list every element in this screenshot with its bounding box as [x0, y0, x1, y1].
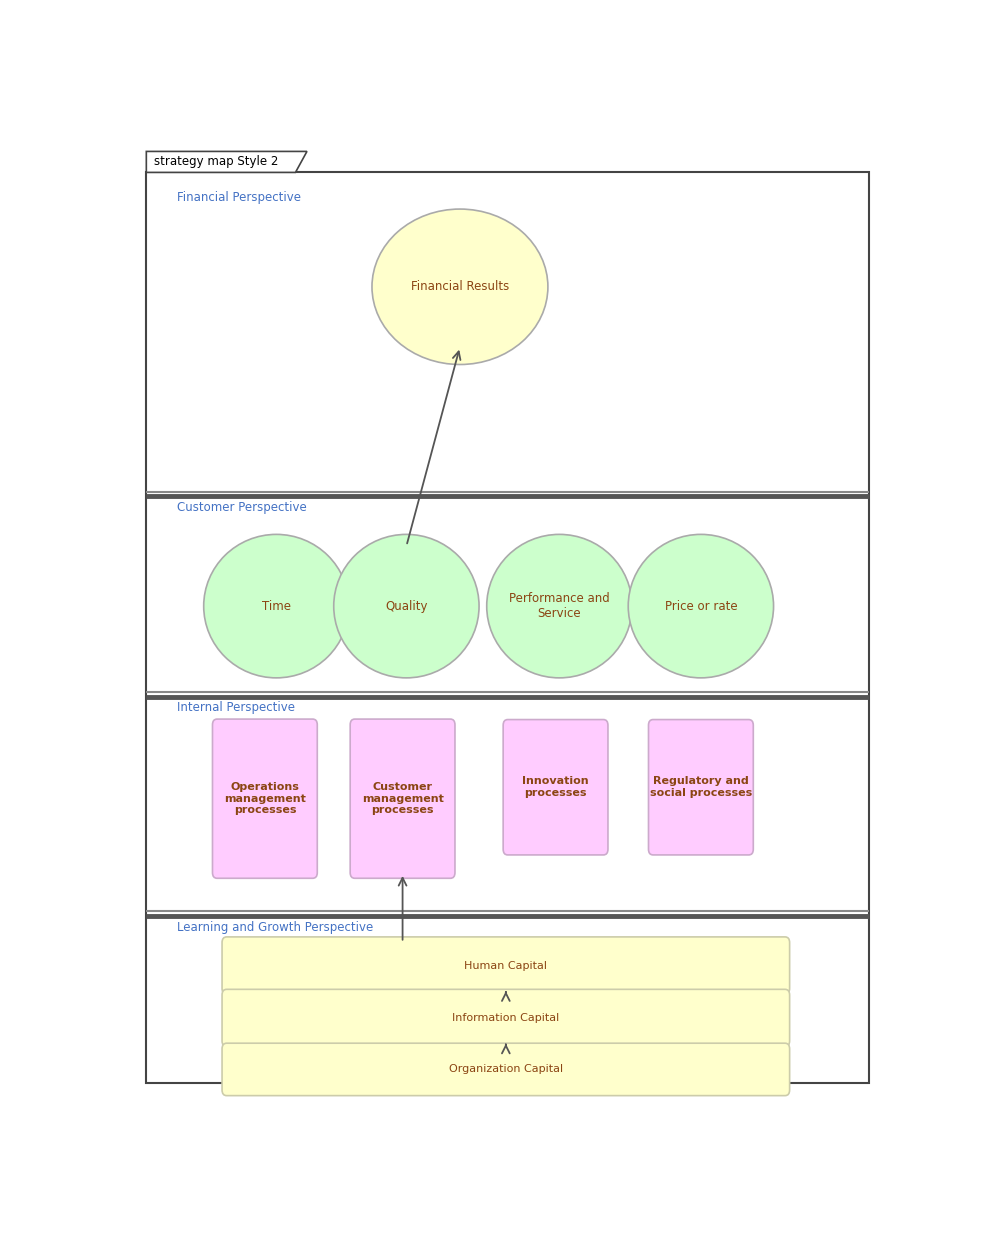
Text: strategy map Style 2: strategy map Style 2	[154, 156, 278, 168]
FancyBboxPatch shape	[222, 1044, 789, 1096]
Text: Performance and
Service: Performance and Service	[509, 592, 609, 620]
Text: Time: Time	[261, 599, 291, 613]
Ellipse shape	[203, 535, 349, 678]
Polygon shape	[146, 151, 307, 172]
FancyBboxPatch shape	[222, 937, 789, 994]
FancyBboxPatch shape	[350, 719, 455, 878]
Text: Human Capital: Human Capital	[463, 961, 547, 971]
Ellipse shape	[372, 209, 547, 364]
Text: Financial Perspective: Financial Perspective	[176, 192, 301, 204]
Text: Customer
management
processes: Customer management processes	[361, 782, 443, 816]
Text: Quality: Quality	[385, 599, 427, 613]
Text: Innovation
processes: Innovation processes	[522, 776, 589, 799]
Text: Regulatory and
social processes: Regulatory and social processes	[649, 776, 751, 799]
FancyBboxPatch shape	[503, 719, 607, 855]
Text: Learning and Growth Perspective: Learning and Growth Perspective	[176, 921, 373, 933]
Text: Operations
management
processes: Operations management processes	[224, 782, 306, 816]
Text: Customer Perspective: Customer Perspective	[176, 501, 307, 514]
Text: Financial Results: Financial Results	[410, 280, 509, 293]
FancyBboxPatch shape	[146, 172, 869, 1083]
FancyBboxPatch shape	[222, 989, 789, 1046]
Text: Price or rate: Price or rate	[664, 599, 737, 613]
FancyBboxPatch shape	[648, 719, 752, 855]
Text: Organization Capital: Organization Capital	[449, 1065, 562, 1075]
Text: Internal Perspective: Internal Perspective	[176, 702, 295, 714]
Text: Information Capital: Information Capital	[452, 1013, 559, 1023]
Ellipse shape	[628, 535, 773, 678]
Ellipse shape	[333, 535, 478, 678]
Ellipse shape	[486, 535, 631, 678]
FancyBboxPatch shape	[212, 719, 317, 878]
